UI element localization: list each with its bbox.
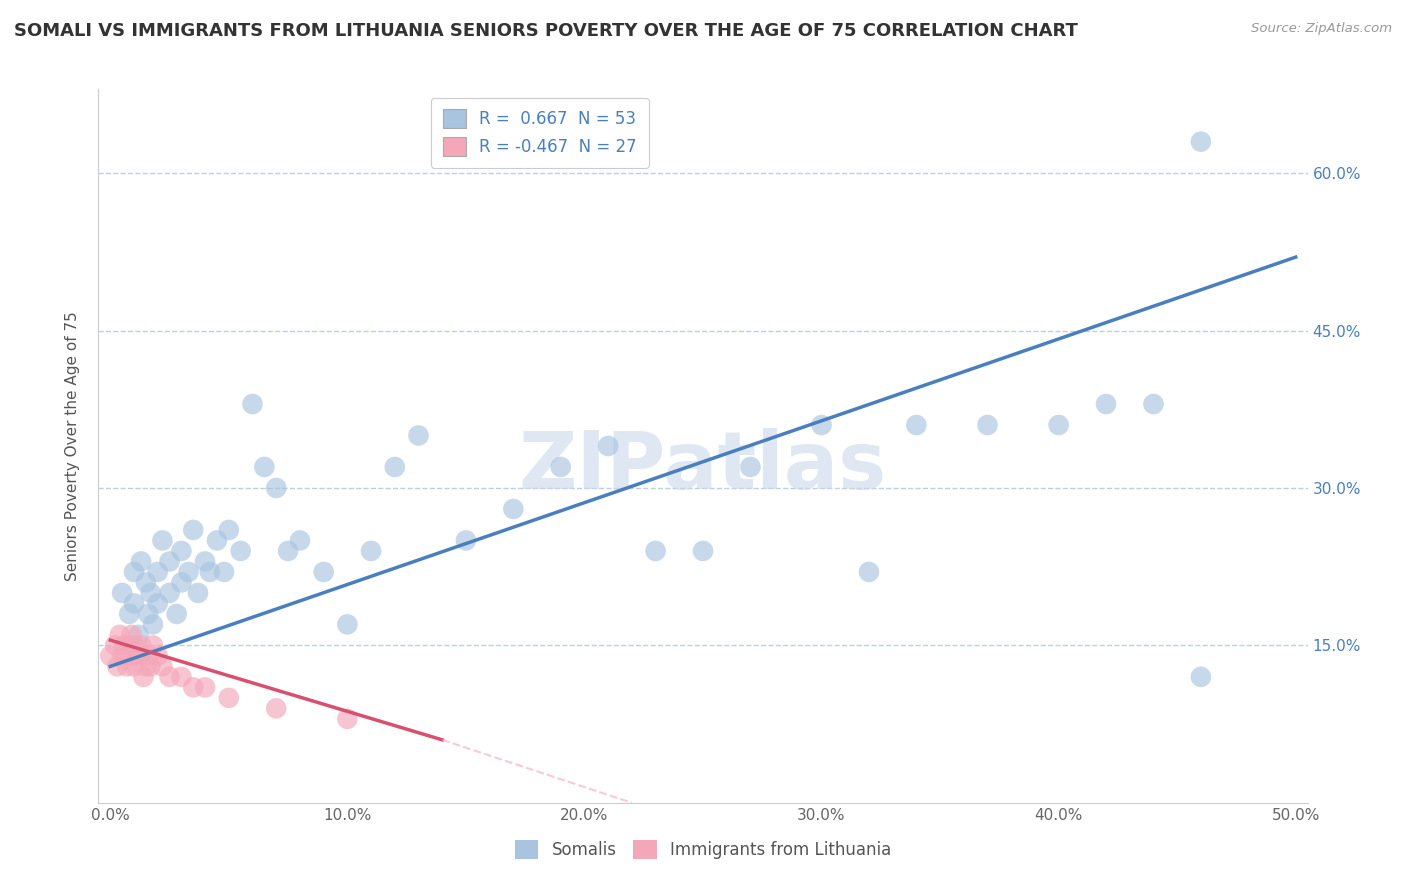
Point [170,575,193,590]
Point [212,565,235,579]
Point [229,544,252,558]
Point [264,481,287,495]
Point [115,659,138,673]
Point [288,533,311,548]
Point [104,639,127,653]
Point [692,544,714,558]
Point [122,639,145,653]
Point [598,439,620,453]
Point [810,417,832,432]
Point [194,554,217,568]
Point [132,670,155,684]
Point [159,670,181,684]
Text: SOMALI VS IMMIGRANTS FROM LITHUANIA SENIORS POVERTY OVER THE AGE OF 75 CORRELATI: SOMALI VS IMMIGRANTS FROM LITHUANIA SENI… [14,22,1078,40]
Point [181,681,204,695]
Point [858,565,880,579]
Point [118,607,141,621]
Point [502,502,524,516]
Point [135,575,157,590]
Point [905,417,928,432]
Point [1047,417,1070,432]
Point [312,565,335,579]
Text: ZIPatlas: ZIPatlas [519,428,887,507]
Point [336,617,359,632]
Point [205,533,228,548]
Point [177,565,200,579]
Point [128,628,150,642]
Point [105,659,128,673]
Point [98,648,121,663]
Point [139,586,162,600]
Point [976,417,998,432]
Point [122,565,145,579]
Point [146,565,169,579]
Point [454,533,477,548]
Point [1189,670,1212,684]
Point [128,648,150,663]
Point [740,460,762,475]
Point [111,648,134,663]
Point [170,670,193,684]
Point [111,586,134,600]
Point [114,639,136,653]
Point [146,596,169,610]
Point [142,639,165,653]
Point [1142,397,1164,411]
Point [384,460,406,475]
Point [121,628,143,642]
Point [170,544,193,558]
Point [277,544,299,558]
Point [360,544,382,558]
Point [159,586,181,600]
Point [198,565,221,579]
Point [152,659,174,673]
Point [152,533,174,548]
Point [129,639,152,653]
Point [218,523,240,537]
Point [1189,135,1212,149]
Point [129,554,152,568]
Point [135,659,157,673]
Point [159,554,181,568]
Point [644,544,666,558]
Y-axis label: Seniors Poverty Over the Age of 75: Seniors Poverty Over the Age of 75 [65,311,80,581]
Point [253,460,276,475]
Point [118,648,141,663]
Point [181,523,204,537]
Point [122,596,145,610]
Point [136,648,159,663]
Point [408,428,430,442]
Point [142,617,165,632]
Point [1095,397,1118,411]
Point [166,607,188,621]
Point [146,648,169,663]
Point [242,397,264,411]
Point [336,712,359,726]
Point [139,659,162,673]
Point [122,659,145,673]
Text: Source: ZipAtlas.com: Source: ZipAtlas.com [1251,22,1392,36]
Point [187,586,209,600]
Point [108,628,131,642]
Point [136,607,159,621]
Point [264,701,287,715]
Point [194,681,217,695]
Legend: Somalis, Immigrants from Lithuania: Somalis, Immigrants from Lithuania [508,833,898,866]
Point [218,690,240,705]
Point [550,460,572,475]
